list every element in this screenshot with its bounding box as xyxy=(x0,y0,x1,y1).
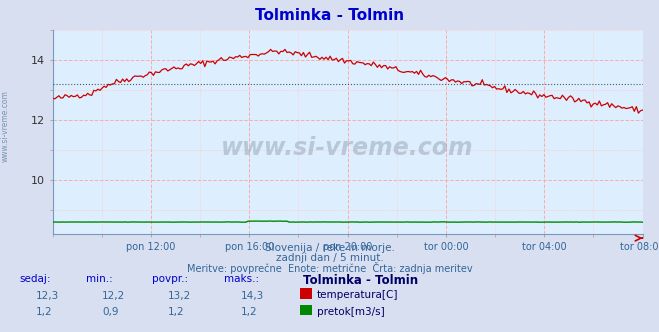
Text: 14,3: 14,3 xyxy=(241,290,264,300)
Text: pretok[m3/s]: pretok[m3/s] xyxy=(317,307,385,317)
Text: sedaj:: sedaj: xyxy=(20,274,51,284)
Text: 12,3: 12,3 xyxy=(36,290,59,300)
Text: povpr.:: povpr.: xyxy=(152,274,188,284)
Text: 1,2: 1,2 xyxy=(168,307,185,317)
Text: www.si-vreme.com: www.si-vreme.com xyxy=(221,136,474,160)
Text: 1,2: 1,2 xyxy=(36,307,53,317)
Text: temperatura[C]: temperatura[C] xyxy=(317,290,399,300)
Text: maks.:: maks.: xyxy=(224,274,259,284)
Text: Slovenija / reke in morje.: Slovenija / reke in morje. xyxy=(264,243,395,253)
Text: www.si-vreme.com: www.si-vreme.com xyxy=(1,90,10,162)
Text: 1,2: 1,2 xyxy=(241,307,257,317)
Text: 12,2: 12,2 xyxy=(102,290,125,300)
Text: Tolminka - Tolmin: Tolminka - Tolmin xyxy=(255,8,404,23)
Text: Tolminka - Tolmin: Tolminka - Tolmin xyxy=(303,274,418,287)
Text: 0,9: 0,9 xyxy=(102,307,119,317)
Text: 13,2: 13,2 xyxy=(168,290,191,300)
Text: min.:: min.: xyxy=(86,274,113,284)
Text: Meritve: povprečne  Enote: metrične  Črta: zadnja meritev: Meritve: povprečne Enote: metrične Črta:… xyxy=(186,262,473,274)
Text: zadnji dan / 5 minut.: zadnji dan / 5 minut. xyxy=(275,253,384,263)
